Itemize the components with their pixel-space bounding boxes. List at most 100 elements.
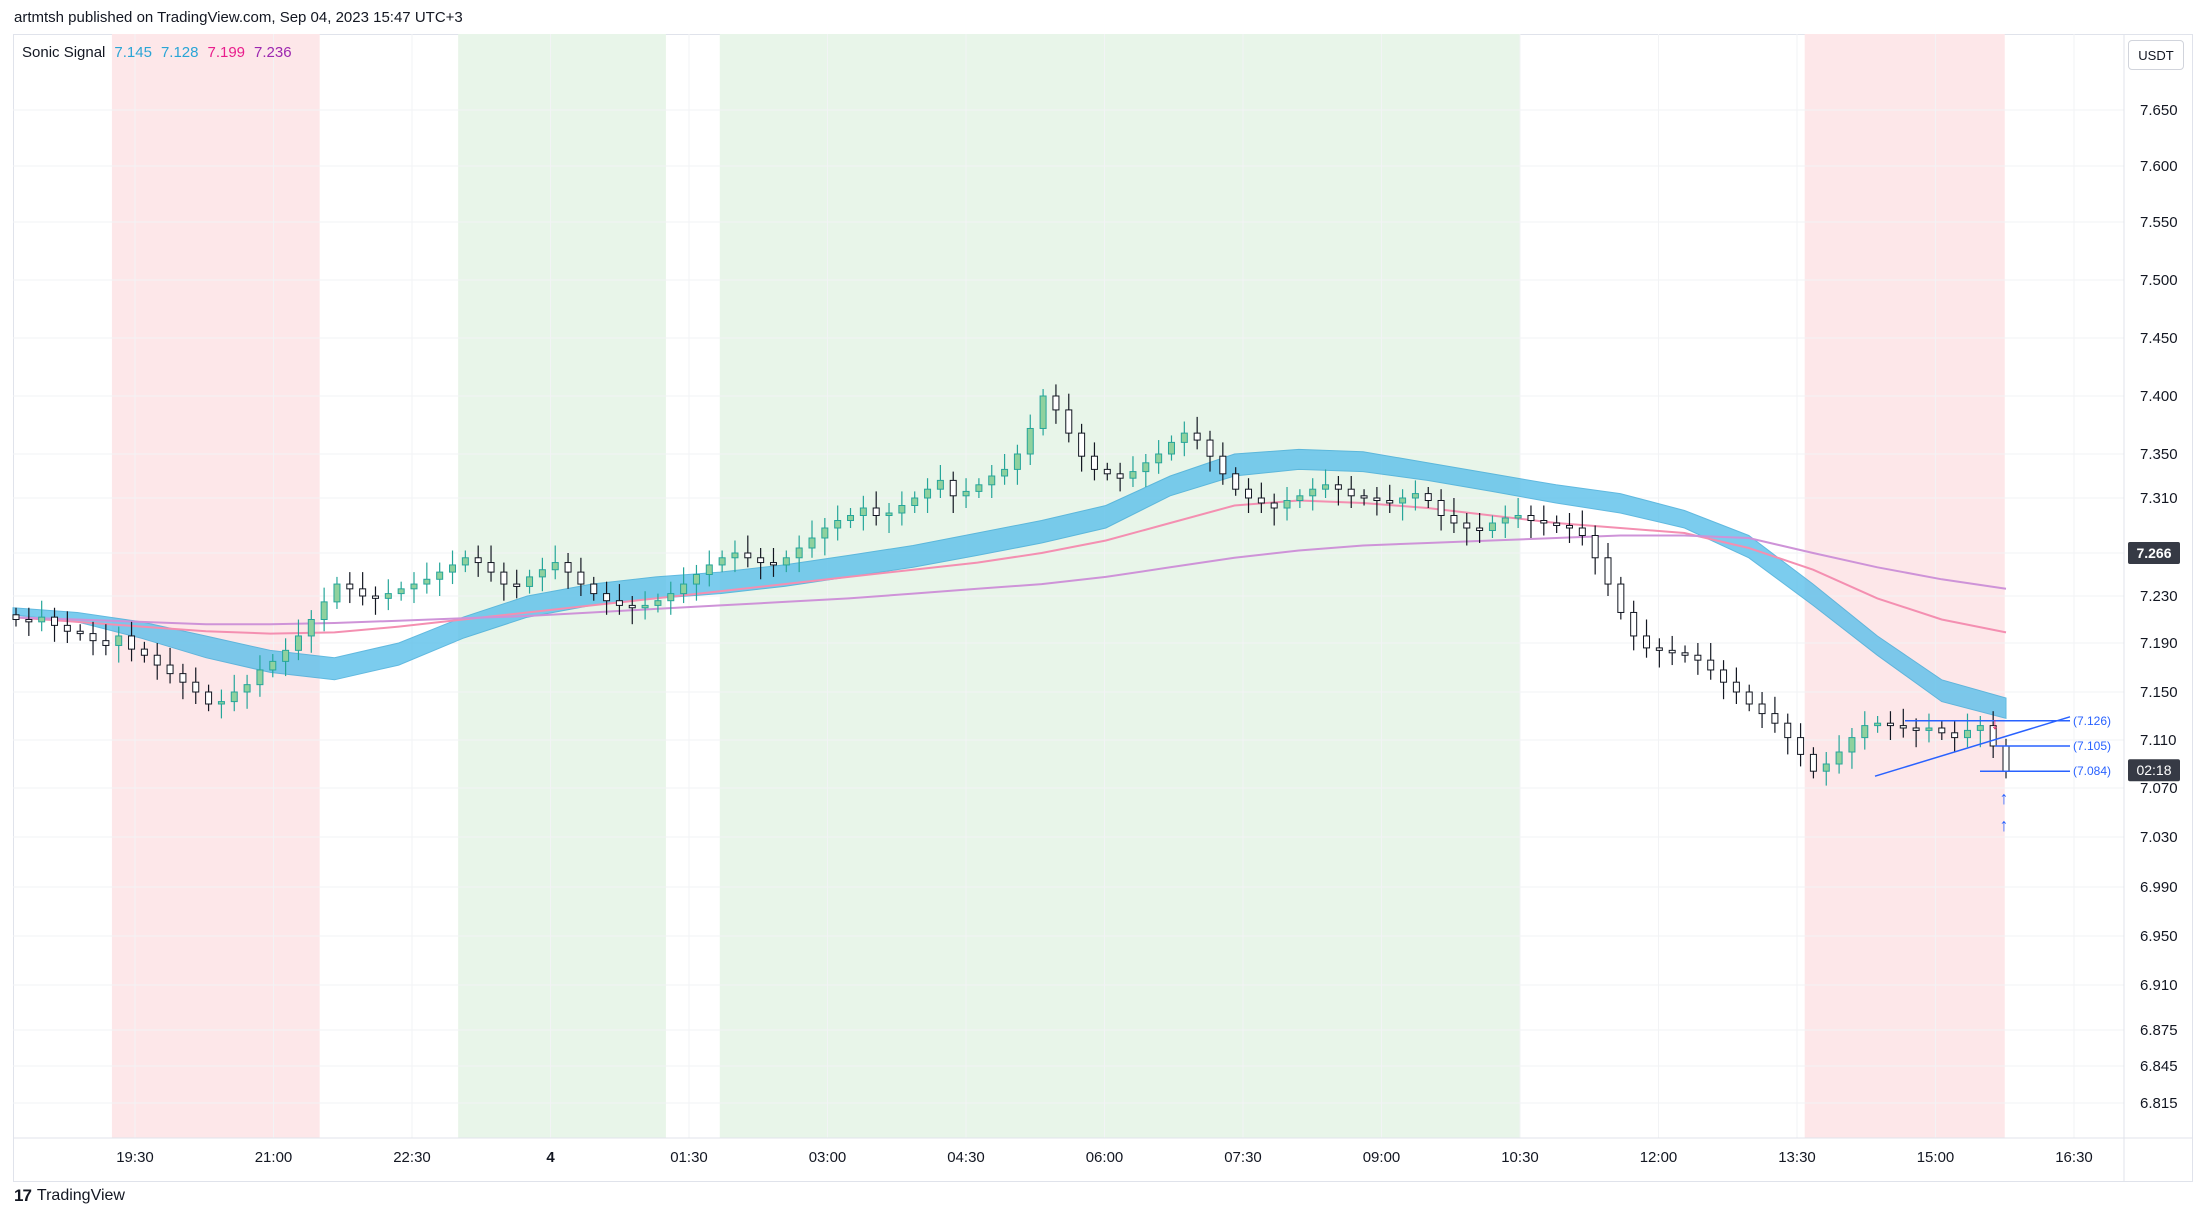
candle-body — [1694, 654, 1702, 661]
y-tick-label: 7.550 — [2140, 214, 2178, 231]
candle-body — [1912, 727, 1920, 731]
candle-body — [1720, 669, 1728, 683]
candle-body — [782, 557, 790, 566]
y-tick-label: 7.600 — [2140, 158, 2178, 175]
candle-body — [1180, 432, 1188, 443]
countdown-label: 02:18 — [2136, 762, 2171, 778]
candle-body — [1090, 455, 1098, 470]
candle-body — [1540, 520, 1548, 524]
candle-body — [128, 635, 136, 650]
candle-body — [1925, 727, 1933, 731]
candle-body — [63, 624, 71, 632]
candle-body — [1963, 729, 1971, 739]
candle-body — [1745, 691, 1753, 705]
candle-body — [38, 616, 46, 623]
footer-brand[interactable]: 17 TradingView — [14, 1186, 125, 1206]
candle-body — [1488, 522, 1496, 531]
x-tick-label: 21:00 — [255, 1149, 293, 1166]
candle-body — [1989, 725, 1997, 747]
candle-body — [1013, 453, 1021, 470]
candle-body — [1142, 462, 1150, 473]
indicator-legend[interactable]: Sonic Signal 7.145 7.128 7.199 7.236 — [22, 44, 292, 61]
candle-body — [834, 520, 842, 529]
candle-body — [1797, 737, 1805, 755]
candle-body — [1052, 395, 1060, 411]
candle-body — [1296, 495, 1304, 501]
candle-body — [769, 562, 777, 566]
candle-body — [1283, 500, 1291, 509]
candle-body — [936, 479, 944, 490]
candle-body — [115, 635, 123, 646]
ma-pink-line — [12, 499, 2007, 635]
candle-body — [1514, 515, 1522, 519]
candle-body — [320, 601, 328, 620]
candle-body — [1322, 484, 1330, 490]
candle-body — [757, 557, 765, 564]
x-tick-label: 09:00 — [1363, 1149, 1401, 1166]
y-tick-label: 7.450 — [2140, 330, 2178, 347]
tradingview-logo-icon: 17 — [14, 1186, 32, 1205]
candle-body — [705, 564, 713, 576]
candle-body — [847, 515, 855, 521]
candle-body — [1270, 502, 1278, 509]
candle-body — [1360, 495, 1368, 499]
y-tick-label: 6.950 — [2140, 928, 2178, 945]
y-tick-label: 7.070 — [2140, 780, 2178, 797]
candle-body — [1951, 732, 1959, 739]
candle-body — [192, 681, 200, 693]
candle-body — [436, 571, 444, 580]
y-tick-label: 6.990 — [2140, 879, 2178, 896]
candle-body — [628, 604, 636, 609]
candle-body — [1206, 439, 1214, 457]
candle-body — [423, 578, 431, 585]
publish-info: artmtsh published on TradingView.com, Se… — [14, 9, 463, 26]
candle-body — [205, 691, 213, 705]
candle-body — [102, 640, 110, 646]
x-tick-label: 01:30 — [670, 1149, 708, 1166]
candle-body — [1501, 517, 1509, 524]
indicator-value-1: 7.145 — [114, 44, 152, 61]
candle-body — [1771, 713, 1779, 724]
candle-body — [449, 564, 457, 573]
candle-body — [615, 600, 623, 606]
candle-body — [924, 488, 932, 499]
x-tick-label: 12:00 — [1640, 1149, 1678, 1166]
y-tick-label: 7.400 — [2140, 388, 2178, 405]
candle-body — [1886, 722, 1894, 727]
level-label: (7.105) — [2073, 739, 2111, 753]
candle-body — [795, 547, 803, 559]
candle-body — [461, 557, 469, 566]
currency-button[interactable]: USDT — [2128, 40, 2184, 70]
candle-body — [975, 484, 983, 492]
candle-body — [911, 497, 919, 506]
candle-body — [1476, 527, 1484, 531]
x-tick-label: 4 — [546, 1149, 555, 1166]
x-tick-label: 04:30 — [947, 1149, 985, 1166]
candle-body — [230, 691, 238, 703]
candle-body — [1565, 525, 1573, 529]
x-tick-label: 16:30 — [2055, 1149, 2093, 1166]
indicator-value-4: 7.236 — [254, 44, 292, 61]
candle-body — [1257, 497, 1265, 504]
candle-body — [808, 537, 816, 549]
candle-body — [1347, 488, 1355, 497]
candle-body — [1001, 468, 1009, 477]
candle-body — [359, 588, 367, 597]
candle-body — [2002, 745, 2010, 772]
y-tick-label: 6.845 — [2140, 1058, 2178, 1075]
session-red — [1804, 34, 2005, 1138]
candle-body — [1065, 409, 1073, 434]
candle-body — [1809, 753, 1817, 772]
candle-body — [513, 583, 521, 587]
candle-body — [89, 633, 97, 642]
candle-body — [474, 557, 482, 564]
candle-body — [949, 479, 957, 497]
candle-body — [1822, 763, 1830, 772]
candle-body — [1874, 722, 1882, 727]
candle-body — [1026, 427, 1034, 455]
candle-body — [1784, 722, 1792, 739]
candle-body — [551, 562, 559, 571]
brand-name: TradingView — [36, 1187, 125, 1204]
candle-body — [1232, 473, 1240, 490]
